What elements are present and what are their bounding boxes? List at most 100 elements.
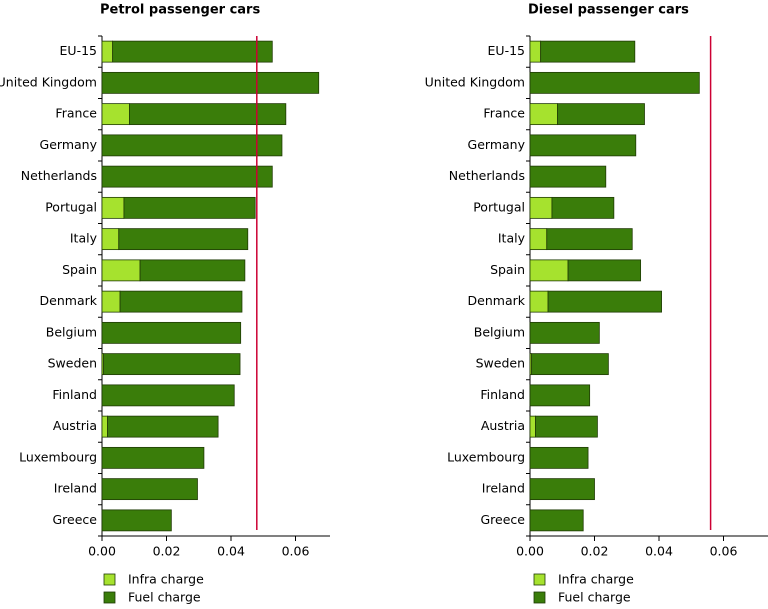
bar-infra-5 <box>101 196 125 219</box>
bar-fuel-11 <box>101 384 235 407</box>
bar-fuel-13 <box>101 446 205 469</box>
category-label: France <box>55 106 97 121</box>
category-label: Spain <box>490 262 525 277</box>
bar-fuel-3 <box>529 134 637 157</box>
category-label: Sweden <box>48 356 97 371</box>
legend-label: Infra charge <box>558 572 634 587</box>
x-tick-label: 0.06 <box>282 544 310 559</box>
bar-fuel-13 <box>529 446 589 469</box>
category-label: Austria <box>481 418 525 433</box>
legend-swatch-infra <box>103 573 116 586</box>
x-tick-label: 0.04 <box>645 544 673 559</box>
category-label: Luxembourg <box>447 449 525 464</box>
category-label: Spain <box>62 262 97 277</box>
category-label: United Kingdom <box>0 74 97 89</box>
bar-fuel-7 <box>139 259 246 282</box>
category-label: Denmark <box>468 293 526 308</box>
category-label: Germany <box>468 137 526 152</box>
bar-fuel-4 <box>101 165 273 188</box>
bar-fuel-14 <box>529 478 595 501</box>
category-label: France <box>483 106 525 121</box>
legend-swatch-fuel <box>533 591 546 604</box>
category-label: Germany <box>40 137 98 152</box>
bar-fuel-5 <box>123 196 256 219</box>
bar-fuel-1 <box>101 71 320 94</box>
bar-fuel-15 <box>101 509 172 532</box>
bar-infra-12 <box>101 415 108 438</box>
x-tick-label: 0.02 <box>581 544 609 559</box>
category-label: Finland <box>480 387 525 402</box>
x-tick-label: 0.00 <box>516 544 544 559</box>
x-tick-label: 0.02 <box>153 544 181 559</box>
chart-title: Diesel passenger cars <box>528 3 689 18</box>
chart-panel-1: Petrol passenger cars 0.00 0.02 0.04 0.06 EU-… <box>0 3 330 605</box>
legend-swatch-fuel <box>103 591 116 604</box>
legend-label: Fuel charge <box>558 590 631 605</box>
category-label: Netherlands <box>21 168 97 183</box>
bar-fuel-6 <box>118 228 249 251</box>
category-label: Belgium <box>46 324 97 339</box>
bar-fuel-14 <box>101 478 198 501</box>
bar-infra-8 <box>101 290 121 313</box>
chart-title: Petrol passenger cars <box>100 3 260 18</box>
bar-infra-0 <box>529 40 542 63</box>
bar-infra-6 <box>101 228 120 251</box>
bar-fuel-8 <box>547 290 662 313</box>
bar-infra-12 <box>529 415 536 438</box>
legend-swatch-infra <box>533 573 546 586</box>
bar-fuel-7 <box>567 259 642 282</box>
bar-infra-2 <box>101 103 130 126</box>
category-label: Netherlands <box>449 168 525 183</box>
category-label: Ireland <box>482 481 525 496</box>
chart-panel-2: Diesel passenger cars 0.00 0.02 0.04 0.06 EU-… <box>425 3 768 605</box>
category-label: Luxembourg <box>19 449 97 464</box>
category-label: Greece <box>481 512 526 527</box>
bar-fuel-2 <box>557 103 645 126</box>
category-label: EU-15 <box>60 43 97 58</box>
bar-infra-0 <box>101 40 114 63</box>
x-tick-label: 0.04 <box>217 544 245 559</box>
category-label: Belgium <box>474 324 525 339</box>
bar-fuel-5 <box>551 196 615 219</box>
bar-fuel-12 <box>535 415 598 438</box>
bar-fuel-2 <box>129 103 287 126</box>
category-label: Finland <box>52 387 97 402</box>
category-label: Italy <box>70 231 98 246</box>
category-label: Portugal <box>473 199 525 214</box>
bar-fuel-6 <box>546 228 633 251</box>
bar-fuel-4 <box>529 165 607 188</box>
category-label: Italy <box>498 231 526 246</box>
bar-fuel-9 <box>529 321 600 344</box>
x-tick-label: 0.00 <box>88 544 116 559</box>
bar-fuel-15 <box>529 509 584 532</box>
category-label: Denmark <box>40 293 98 308</box>
bar-fuel-0 <box>540 40 636 63</box>
bar-fuel-9 <box>101 321 242 344</box>
category-label: Portugal <box>45 199 97 214</box>
category-label: Sweden <box>476 356 525 371</box>
bar-fuel-10 <box>103 353 241 376</box>
bar-fuel-0 <box>112 40 273 63</box>
bar-infra-6 <box>529 228 548 251</box>
category-label: Austria <box>53 418 97 433</box>
bar-fuel-11 <box>529 384 591 407</box>
bar-infra-5 <box>529 196 553 219</box>
bar-fuel-3 <box>101 134 283 157</box>
bar-fuel-12 <box>107 415 219 438</box>
category-label: Ireland <box>54 481 97 496</box>
x-tick-label: 0.06 <box>710 544 738 559</box>
bar-infra-8 <box>529 290 549 313</box>
bar-infra-2 <box>529 103 558 126</box>
legend-label: Infra charge <box>128 572 204 587</box>
category-label: United Kingdom <box>425 74 525 89</box>
category-label: EU-15 <box>488 43 525 58</box>
bar-infra-7 <box>529 259 569 282</box>
bar-fuel-10 <box>531 353 609 376</box>
category-label: Greece <box>53 512 98 527</box>
bar-infra-7 <box>101 259 141 282</box>
bar-fuel-8 <box>119 290 243 313</box>
legend-label: Fuel charge <box>128 590 201 605</box>
bar-fuel-1 <box>529 71 700 94</box>
